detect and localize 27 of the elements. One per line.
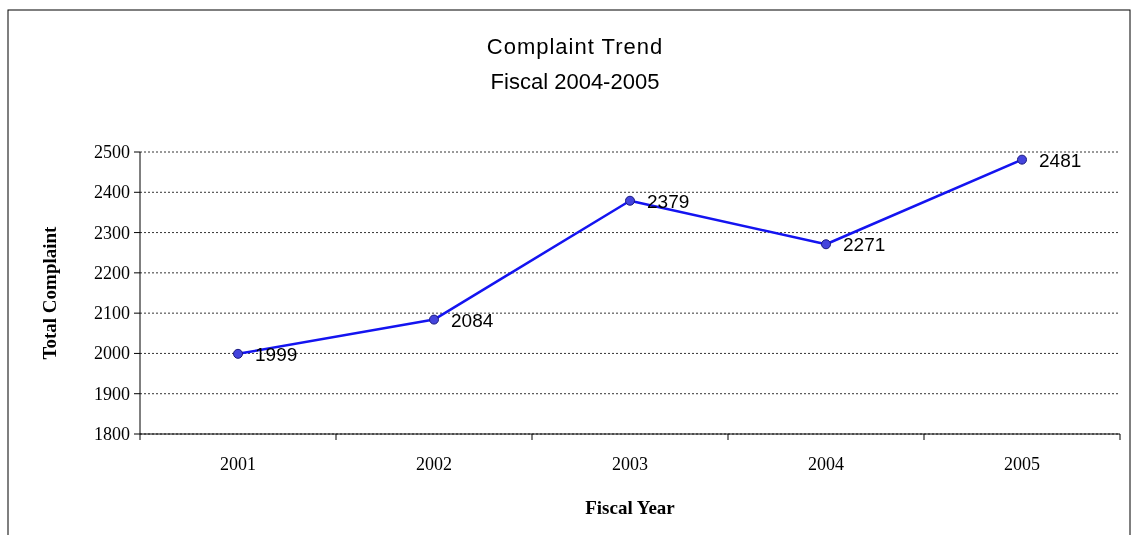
y-tick-label: 1900 — [94, 383, 130, 404]
y-tick-label: 2400 — [94, 182, 130, 203]
x-tick-label: 2001 — [220, 454, 256, 474]
point — [821, 239, 831, 250]
y-tick-label: 2000 — [94, 343, 130, 364]
x-tick-label: 2003 — [612, 454, 648, 474]
y-tick-label: 1800 — [94, 424, 130, 444]
x-axis-title: Fiscal Year — [585, 497, 676, 518]
data-label: 2084 — [451, 309, 494, 331]
y-tick-label: 2300 — [94, 222, 130, 243]
point — [1017, 154, 1027, 165]
data-label: 1999 — [255, 343, 298, 365]
data-label: 2379 — [647, 190, 690, 212]
y-tick-label: 2100 — [94, 303, 130, 324]
x-tick-label: 2005 — [1004, 454, 1040, 474]
y-tick-label: 2200 — [94, 262, 130, 283]
x-tick-label: 2004 — [808, 454, 844, 474]
data-label: 2481 — [1039, 149, 1082, 171]
y-axis-title: Total Complaint — [39, 225, 60, 360]
y-tick-label: 2500 — [94, 142, 130, 162]
point — [625, 195, 635, 206]
x-tick-label: 2002 — [416, 454, 452, 474]
point — [429, 314, 439, 325]
point — [233, 348, 243, 359]
chart-title: Complaint Trend — [486, 34, 664, 59]
data-label: 2271 — [843, 234, 886, 256]
chart-subtitle: Fiscal 2004-2005 — [490, 69, 660, 94]
